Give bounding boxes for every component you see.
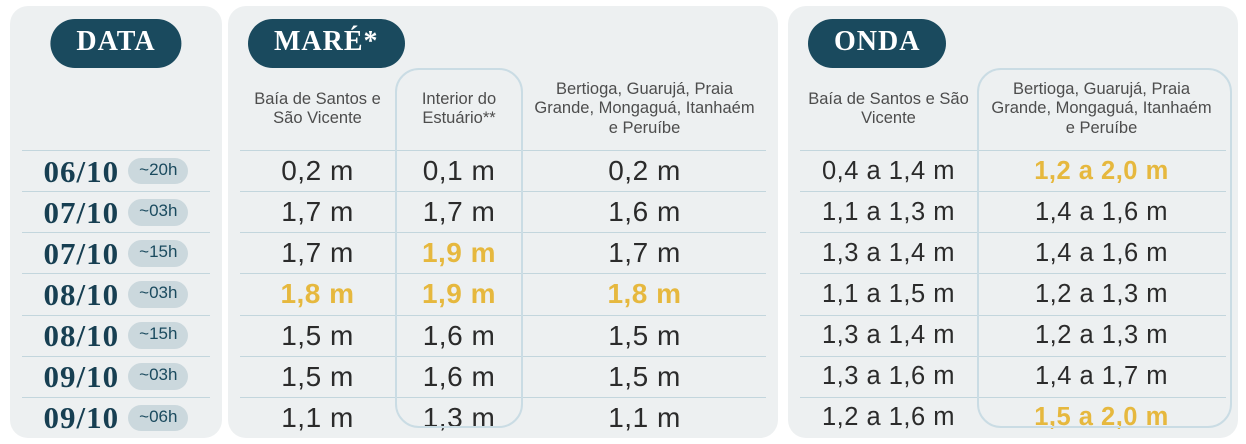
date-panel: DATA 06/10 ~20h 07/10 ~03h 07/10 ~15h 08… — [10, 6, 222, 438]
wave-value-cell: 1,3 a 1,6 m — [821, 362, 956, 391]
table-row: 1,1 a 1,5 m 1,2 a 1,3 m — [800, 273, 1226, 314]
wave-panel: ONDA Baía de Santos e São Vicente Bertio… — [788, 6, 1238, 438]
wave-value-cell: 1,1 a 1,3 m — [821, 197, 956, 226]
wave-panel-title-badge: ONDA — [808, 19, 947, 68]
table-row: 1,8 m 1,9 m 1,8 m — [240, 273, 766, 314]
wave-value-cell: 1,3 a 1,4 m — [821, 238, 956, 267]
wave-value-cell-highlighted: 1,2 a 2,0 m — [1034, 156, 1169, 185]
table-row: 07/10 ~03h — [22, 191, 210, 232]
table-row: 1,7 m 1,9 m 1,7 m — [240, 232, 766, 273]
table-row: 07/10 ~15h — [22, 232, 210, 273]
wave-value-cell: 1,2 a 1,6 m — [821, 403, 956, 432]
table-row: 1,2 a 1,6 m 1,5 a 2,0 m — [800, 396, 1226, 438]
tide-value-cell: 1,6 m — [422, 360, 496, 392]
tide-value-cell: 1,7 m — [608, 237, 681, 269]
wave-value-cell: 0,4 a 1,4 m — [821, 156, 956, 185]
tide-value-cell: 0,1 m — [422, 155, 496, 187]
column-header: Bertioga, Guarujá, Praia Grande, Mongagu… — [991, 79, 1212, 137]
date-label: 09/10 — [43, 359, 120, 395]
wave-value-cell: 1,3 a 1,4 m — [821, 321, 956, 350]
tide-value-cell: 1,5 m — [281, 360, 354, 392]
table-row: 1,5 m 1,6 m 1,5 m — [240, 355, 766, 397]
tide-panel-title-badge: MARÉ* — [248, 19, 405, 68]
wave-value-cell: 1,4 a 1,6 m — [1034, 238, 1169, 267]
table-row: 1,7 m 1,7 m 1,6 m — [240, 191, 766, 232]
date-label: 06/10 — [43, 153, 120, 189]
tide-value-cell: 1,5 m — [281, 319, 354, 351]
time-badge: ~03h — [128, 281, 189, 308]
wave-rows: 0,4 a 1,4 m 1,2 a 2,0 m 1,1 a 1,3 m 1,4 … — [800, 150, 1226, 438]
column-header: Baía de Santos e São Vicente — [254, 89, 381, 127]
tide-value-cell-highlighted: 1,8 m — [280, 278, 355, 310]
tide-value-cell: 1,6 m — [608, 196, 681, 228]
wave-column-headers: Baía de Santos e São Vicente Bertioga, G… — [800, 68, 1226, 150]
wave-value-cell-highlighted: 1,5 a 2,0 m — [1034, 403, 1169, 432]
table-row: 1,3 a 1,4 m 1,2 a 1,3 m — [800, 314, 1226, 356]
wave-value-cell: 1,4 a 1,6 m — [1034, 197, 1169, 226]
tide-value-cell: 1,7 m — [281, 237, 354, 269]
tide-value-cell-highlighted: 1,9 m — [421, 237, 497, 269]
tide-rows: 0,2 m 0,1 m 0,2 m 1,7 m 1,7 m 1,6 m 1,7 … — [240, 150, 766, 438]
date-label: 07/10 — [43, 235, 120, 271]
date-label: 08/10 — [43, 318, 120, 354]
column-header: Baía de Santos e São Vicente — [808, 89, 969, 127]
table-row: 06/10 ~20h — [22, 150, 210, 191]
time-badge: ~15h — [128, 322, 189, 349]
tide-value-cell: 0,2 m — [608, 155, 681, 187]
tide-value-cell: 1,3 m — [422, 401, 496, 433]
date-label: 08/10 — [43, 276, 120, 312]
tide-value-cell: 1,1 m — [608, 401, 681, 433]
time-badge: ~15h — [128, 240, 189, 267]
table-row: 09/10 ~06h — [22, 396, 210, 438]
tide-value-cell: 1,7 m — [422, 196, 496, 228]
time-badge: ~03h — [128, 363, 189, 391]
tide-value-cell: 1,1 m — [281, 401, 354, 433]
table-row: 09/10 ~03h — [22, 355, 210, 397]
date-label: 07/10 — [43, 194, 120, 230]
column-header: Bertioga, Guarujá, Praia Grande, Mongagu… — [534, 79, 755, 137]
time-badge: ~20h — [128, 157, 189, 185]
date-rows: 06/10 ~20h 07/10 ~03h 07/10 ~15h 08/10 ~… — [22, 150, 210, 438]
date-panel-title-badge: DATA — [50, 19, 182, 68]
tide-value-cell: 1,6 m — [422, 319, 496, 351]
tide-value-cell: 0,2 m — [281, 155, 354, 187]
table-row: 08/10 ~15h — [22, 314, 210, 356]
table-row: 08/10 ~03h — [22, 273, 210, 314]
tide-value-cell: 1,7 m — [281, 196, 354, 228]
wave-value-cell: 1,4 a 1,7 m — [1034, 362, 1169, 391]
table-row: 1,3 a 1,6 m 1,4 a 1,7 m — [800, 355, 1226, 397]
wave-value-cell: 1,2 a 1,3 m — [1034, 321, 1169, 350]
tide-value-cell: 1,5 m — [608, 319, 681, 351]
date-label: 09/10 — [43, 400, 120, 436]
tide-value-cell-highlighted: 1,9 m — [421, 278, 497, 310]
column-header: Interior do Estuário** — [421, 89, 497, 127]
tide-column-headers: Baía de Santos e São Vicente Interior do… — [240, 68, 766, 150]
tide-value-cell-highlighted: 1,8 m — [607, 278, 682, 310]
tide-value-cell: 1,5 m — [608, 360, 681, 392]
time-badge: ~03h — [128, 198, 189, 226]
table-row: 0,2 m 0,1 m 0,2 m — [240, 150, 766, 191]
table-row: 1,3 a 1,4 m 1,4 a 1,6 m — [800, 232, 1226, 273]
table-row: 1,5 m 1,6 m 1,5 m — [240, 314, 766, 356]
wave-value-cell: 1,2 a 1,3 m — [1034, 279, 1169, 308]
table-row: 0,4 a 1,4 m 1,2 a 2,0 m — [800, 150, 1226, 191]
wave-value-cell: 1,1 a 1,5 m — [821, 279, 956, 308]
table-row: 1,1 m 1,3 m 1,1 m — [240, 396, 766, 438]
time-badge: ~06h — [128, 404, 189, 432]
table-row: 1,1 a 1,3 m 1,4 a 1,6 m — [800, 191, 1226, 232]
tide-panel: MARÉ* Baía de Santos e São Vicente Inter… — [228, 6, 778, 438]
